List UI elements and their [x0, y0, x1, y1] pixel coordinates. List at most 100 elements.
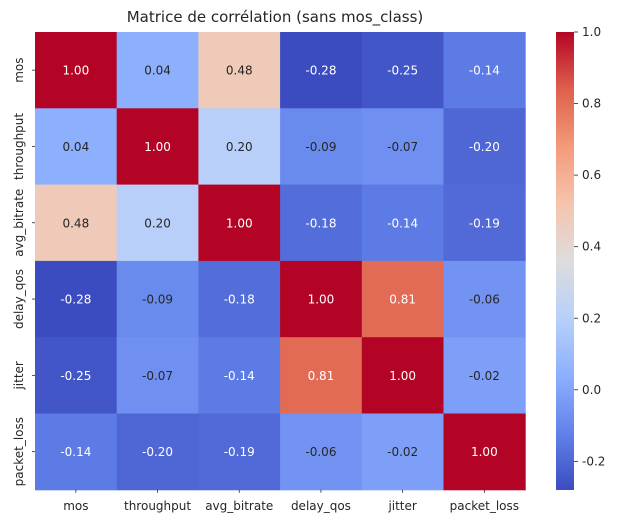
cell-value-label: 0.20: [144, 216, 171, 230]
heatmap-cell: [35, 413, 118, 491]
cell-value-label: -0.28: [60, 293, 91, 307]
cell-value-label: -0.19: [469, 216, 500, 230]
colorbar-tick-label: 0.4: [582, 240, 601, 254]
cell-value-label: -0.28: [305, 64, 336, 78]
x-tick-label: packet_loss: [450, 499, 519, 513]
colorbar-tick-label: 1.0: [582, 25, 601, 39]
cell-value-label: -0.25: [60, 369, 91, 383]
cell-value-label: 0.81: [389, 293, 416, 307]
y-tick-label: jitter: [12, 361, 26, 390]
heatmap-cell: [443, 184, 526, 262]
cell-value-label: -0.06: [305, 445, 336, 459]
cell-value-label: -0.02: [387, 445, 418, 459]
heatmap-cell: [361, 337, 444, 414]
cell-value-label: 1.00: [226, 216, 253, 230]
heatmap-cell: [198, 184, 281, 262]
cell-value-label: 0.48: [226, 64, 253, 78]
cell-value-label: -0.14: [387, 216, 418, 230]
heatmap-cell: [443, 108, 526, 186]
heatmap-cell: [35, 260, 118, 338]
heatmap-cell: [35, 32, 118, 109]
cell-value-label: -0.19: [224, 445, 255, 459]
colorbar-tick-label: 0.8: [582, 97, 601, 111]
cell-value-label: -0.09: [305, 140, 336, 154]
cell-value-label: 0.04: [144, 64, 171, 78]
heatmap-cell: [35, 184, 118, 262]
cell-value-label: -0.06: [469, 293, 500, 307]
x-tick-label: mos: [63, 499, 88, 513]
y-tick-label: avg_bitrate: [12, 189, 26, 257]
heatmap-cell: [443, 32, 526, 109]
cell-value-label: -0.14: [469, 64, 500, 78]
y-tick-label: mos: [12, 58, 26, 83]
cell-value-label: 0.81: [308, 369, 335, 383]
cell-value-label: -0.07: [142, 369, 173, 383]
cell-value-label: 1.00: [471, 445, 498, 459]
y-tick-label: delay_qos: [12, 269, 26, 329]
heatmap-cell: [116, 413, 199, 491]
heatmap-cell: [198, 108, 281, 186]
colorbar: [556, 32, 574, 490]
cell-value-labels: 1.00 0.04 0.48 -0.28 -0.25 -0.14 0.04 1.00 0.20 -…: [60, 64, 500, 459]
x-tick-label: throughput: [124, 499, 191, 513]
cell-value-label: -0.25: [387, 64, 418, 78]
heatmap-cell: [280, 32, 363, 109]
heatmap-cell: [280, 260, 363, 338]
heatmap-cell: [116, 32, 199, 109]
heatmap-cell: [361, 108, 444, 186]
heatmap-cell: [198, 32, 281, 109]
heatmap-cell: [116, 108, 199, 186]
cell-value-label: 1.00: [308, 293, 335, 307]
cell-value-label: 0.04: [62, 140, 89, 154]
heatmap-cell: [361, 32, 444, 109]
colorbar-tick-label: 0.6: [582, 168, 601, 182]
colorbar-tick-labels: -0.2 0.0 0.2 0.4 0.6 0.8 1.0: [574, 25, 605, 468]
cell-value-label: -0.18: [224, 293, 255, 307]
cell-value-label: -0.18: [305, 216, 336, 230]
heatmap-cell: [361, 260, 444, 338]
heatmap-cell: [116, 260, 199, 338]
cell-value-label: -0.20: [469, 140, 500, 154]
x-tick-label: jitter: [387, 499, 416, 513]
heatmap-cells: [35, 32, 526, 491]
heatmap-cell: [443, 413, 526, 491]
cell-value-label: 1.00: [389, 369, 416, 383]
x-tick-label: delay_qos: [291, 499, 351, 513]
cell-value-label: -0.20: [142, 445, 173, 459]
heatmap-cell: [361, 413, 444, 491]
cell-value-label: 0.48: [62, 216, 89, 230]
heatmap-cell: [198, 260, 281, 338]
heatmap-cell: [198, 337, 281, 414]
x-axis-tick-labels: mos throughput avg_bitrate delay_qos jitter p…: [63, 489, 519, 513]
cell-value-label: 0.20: [226, 140, 253, 154]
heatmap-cell: [35, 337, 118, 414]
heatmap-cell: [280, 108, 363, 186]
cell-value-label: 1.00: [144, 140, 171, 154]
heatmap-cell: [280, 413, 363, 491]
heatmap-cell: [198, 413, 281, 491]
heatmap-cell: [116, 184, 199, 262]
cell-value-label: -0.14: [224, 369, 255, 383]
cell-value-label: -0.14: [60, 445, 91, 459]
heatmap-cell: [116, 337, 199, 414]
chart-title: Matrice de corrélation (sans mos_class): [127, 8, 424, 27]
cell-value-label: -0.02: [469, 369, 500, 383]
y-tick-label: packet_loss: [12, 417, 26, 486]
x-tick-label: avg_bitrate: [205, 499, 273, 513]
heatmap-cell: [280, 337, 363, 414]
colorbar-tick-label: 0.0: [582, 383, 601, 397]
cell-value-label: -0.07: [387, 140, 418, 154]
colorbar-tick-label: 0.2: [582, 311, 601, 325]
heatmap-cell: [280, 184, 363, 262]
heatmap-cell: [443, 260, 526, 338]
cell-value-label: 1.00: [62, 64, 89, 78]
colorbar-tick-label: -0.2: [582, 454, 605, 468]
y-tick-label: throughput: [12, 113, 26, 180]
heatmap-cell: [361, 184, 444, 262]
cell-value-label: -0.09: [142, 293, 173, 307]
heatmap-cell: [443, 337, 526, 414]
heatmap-cell: [35, 108, 118, 186]
